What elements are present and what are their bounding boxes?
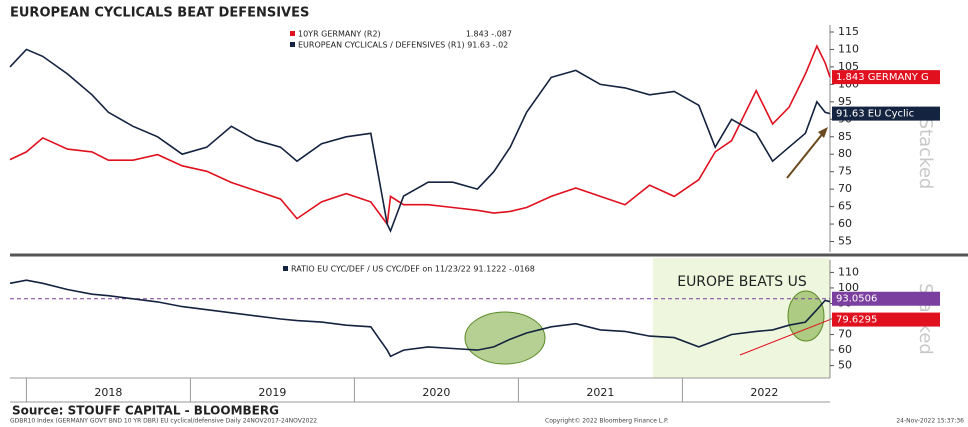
legend-swatch [283, 266, 288, 271]
y-tick-label: 70 [838, 182, 852, 195]
x-tick-label: 2019 [258, 386, 286, 399]
legend-label: EUROPEAN CYCLICALS / DEFENSIVES (R1) 91.… [298, 41, 508, 50]
y-tick-label: 105 [838, 60, 859, 73]
y-tick-label: 110 [838, 265, 859, 278]
x-tick-label: 2022 [750, 386, 778, 399]
legend-label: 10YR GERMANY (R2) [298, 30, 381, 39]
series-line [9, 44, 831, 227]
value-tag [832, 70, 940, 85]
arrow [786, 131, 825, 179]
legend-box [279, 262, 599, 276]
annotation-box [672, 268, 812, 294]
y-tick-label: 70 [838, 328, 852, 341]
y-tick-label: 55 [838, 235, 852, 248]
footer-left: GDBR10 Index (GERMANY GOVT BND 10 YR DBR… [10, 418, 317, 425]
value-tag-label: 91.63 EU Cyclic [836, 109, 914, 120]
y-tick-label: 65 [838, 200, 852, 213]
x-tick-label: 2021 [586, 386, 614, 399]
annotation: EUROPE BEATS US [677, 274, 807, 290]
legend-box [286, 27, 516, 52]
arrow-head [818, 127, 828, 138]
y-tick-label: 50 [838, 359, 852, 372]
value-tag-label: 79.6295 [836, 315, 877, 326]
x-tick-label: 2018 [94, 386, 122, 399]
trend-line [739, 319, 831, 356]
chart-title: EUROPEAN CYCLICALS BEAT DEFENSIVES [10, 6, 309, 21]
value-tag [832, 106, 940, 121]
y-tick-label: 75 [838, 165, 852, 178]
highlight-ellipse [464, 311, 546, 365]
footer-center: Copyright© 2022 Bloomberg Finance L.P. [545, 418, 669, 425]
watermark: Stacked [915, 118, 936, 190]
y-tick-label: 85 [838, 130, 852, 143]
y-tick-label: 80 [838, 147, 852, 160]
y-tick-label: 95 [838, 95, 852, 108]
legend-swatch [290, 31, 295, 36]
value-tag-label: 93.0506 [836, 294, 877, 305]
y-tick-label: 100 [838, 281, 859, 294]
y-tick-label: 60 [838, 343, 852, 356]
series-line [9, 48, 831, 234]
y-tick-label: 60 [838, 217, 852, 230]
y-tick-label: 115 [838, 25, 859, 38]
value-tag [832, 291, 940, 306]
source: Source: STOUFF CAPITAL - BLOOMBERG [12, 404, 279, 418]
value-tag [832, 312, 940, 327]
y-tick-label: 110 [838, 42, 859, 55]
series-line [9, 279, 831, 358]
legend-label: RATIO EU CYC/DEF / US CYC/DEF on 11/23/2… [291, 265, 535, 274]
legend-swatch [290, 42, 295, 47]
value-tag-label: 1.843 GERMANY G [836, 72, 929, 83]
legend-last: 1.843 -.087 [466, 30, 512, 39]
highlight-ellipse [787, 290, 825, 342]
footer-right: 24-Nov-2022 15:37:36 [896, 418, 964, 425]
x-tick-label: 2020 [422, 386, 450, 399]
